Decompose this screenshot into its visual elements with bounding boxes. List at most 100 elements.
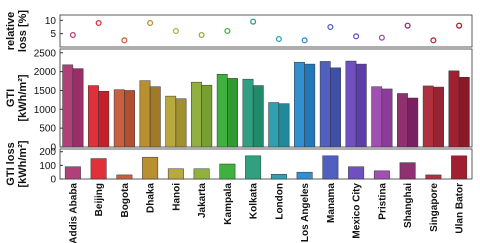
bar	[216, 74, 228, 148]
y-axis-label: loss [%]	[17, 10, 29, 53]
bar	[451, 155, 468, 180]
x-tick-label: Shanghai	[403, 183, 414, 228]
y-tick-label: 1000	[34, 105, 57, 116]
dot	[172, 27, 179, 35]
dot	[275, 35, 282, 43]
y-tick-label: 2000	[34, 67, 57, 78]
bar	[139, 80, 151, 148]
bar	[270, 173, 287, 180]
x-tick-label: Kampala	[223, 183, 234, 225]
x-tick-label: Manama	[326, 183, 337, 223]
bar	[167, 168, 184, 180]
bar	[348, 166, 365, 180]
dot	[404, 22, 411, 29]
bar	[278, 103, 290, 148]
dot	[301, 37, 308, 44]
x-tick-label: Los Angeles	[300, 183, 311, 243]
y-tick-label: 200	[39, 147, 56, 158]
bar	[330, 67, 341, 148]
dot	[353, 33, 360, 40]
bar	[448, 70, 460, 148]
bar	[319, 61, 331, 148]
bar	[381, 88, 393, 148]
dot	[430, 37, 437, 44]
x-tick-label: Hanoi	[171, 183, 182, 211]
y-tick-label: 100	[39, 161, 56, 172]
bar	[175, 98, 187, 148]
bar	[149, 86, 161, 148]
bar	[371, 86, 383, 148]
dot	[121, 37, 128, 44]
bar	[245, 155, 262, 180]
bar	[345, 60, 357, 148]
bar	[64, 166, 81, 180]
bar	[355, 63, 367, 148]
y-tick-label: 5	[50, 29, 56, 40]
dot	[327, 23, 334, 31]
bar	[268, 102, 280, 148]
bar	[322, 155, 339, 180]
dot	[378, 34, 385, 41]
bar	[191, 81, 202, 148]
panel-frame	[59, 48, 473, 148]
bar	[458, 77, 470, 148]
x-tick-label: Pristina	[377, 183, 388, 220]
bar	[227, 78, 238, 148]
bar	[219, 163, 236, 180]
y-axis-label: relative	[5, 12, 17, 51]
bar	[116, 174, 133, 180]
x-tick-label: Ulan Bator	[455, 183, 466, 234]
bar	[113, 89, 125, 148]
bar	[399, 162, 416, 180]
y-tick-label: 0	[50, 175, 56, 186]
y-axis-label: GTI loss	[5, 142, 17, 185]
bar	[62, 64, 74, 148]
panel-frame	[59, 148, 473, 180]
panel-frame	[59, 14, 473, 48]
x-tick-label: Beijing	[94, 183, 105, 216]
bar	[98, 90, 110, 148]
bar	[193, 168, 210, 180]
x-tick-label: Jakarta	[197, 183, 208, 218]
bar	[252, 85, 264, 148]
dot	[69, 31, 76, 39]
bar	[407, 97, 419, 148]
bar	[142, 156, 159, 180]
x-tick-label: Kolkata	[249, 183, 260, 220]
x-tick-label: Mexico City	[352, 183, 363, 239]
dot	[456, 22, 463, 29]
dot	[224, 27, 231, 35]
bar	[242, 78, 254, 148]
bar	[304, 63, 316, 148]
y-tick-label: 1500	[34, 86, 57, 97]
y-axis-label: [kWh/m²]	[17, 140, 29, 187]
y-tick-label: 0	[50, 143, 56, 154]
dot	[147, 19, 154, 27]
y-tick-label: 10	[45, 16, 57, 27]
y-axis-label: GTI	[5, 89, 17, 107]
bar	[294, 61, 305, 148]
bar	[373, 170, 390, 180]
bar	[433, 86, 444, 148]
x-tick-label: Bogota	[120, 183, 131, 218]
bar	[165, 95, 177, 148]
bar	[124, 90, 135, 148]
bar	[425, 174, 442, 180]
dot	[250, 18, 257, 25]
bar	[296, 171, 313, 180]
dot	[198, 31, 205, 39]
bar	[90, 158, 107, 180]
x-tick-label: Singapore	[429, 183, 440, 232]
bar	[397, 93, 408, 148]
y-tick-label: 2500	[34, 48, 57, 59]
dot	[95, 19, 102, 27]
x-tick-label: Addis Ababa	[68, 183, 79, 243]
y-tick-label: 500	[39, 124, 56, 135]
bar	[88, 85, 99, 148]
x-tick-label: London	[274, 183, 285, 220]
y-axis-label: [kWh/m²]	[17, 74, 29, 121]
bar	[422, 85, 434, 148]
bar	[72, 68, 84, 148]
